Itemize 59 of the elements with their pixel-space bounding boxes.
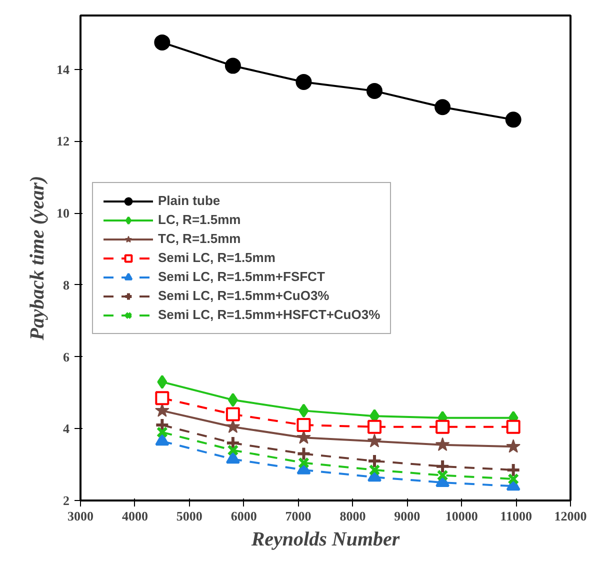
x-tick-label: 8000 [340, 508, 366, 524]
legend-label: Semi LC, R=1.5mm+FSFCT [158, 268, 325, 284]
point [296, 74, 312, 90]
point [506, 462, 521, 478]
point [156, 426, 168, 438]
point [435, 458, 450, 474]
point [368, 420, 382, 434]
legend-label: Plain tube [158, 192, 220, 208]
legend-label: TC, R=1.5mm [158, 230, 241, 246]
x-tick-label: 4000 [122, 508, 148, 524]
legend-label: LC, R=1.5mm [158, 212, 241, 228]
legend-label: Semi LC, R=1.5mm+CuO3% [158, 288, 330, 304]
x-tick-label: 7000 [285, 508, 312, 524]
y-tick-label: 10 [56, 206, 70, 221]
point [436, 420, 450, 434]
legend-label: Semi LC, R=1.5mm+HSFCT+CuO3% [158, 306, 380, 322]
point [155, 403, 170, 417]
point [157, 374, 168, 389]
point [226, 419, 240, 434]
y-tick-label: 14 [56, 62, 70, 77]
x-tick-label: 10000 [445, 508, 478, 524]
x-tick-label: 12000 [554, 508, 587, 524]
point [224, 58, 241, 74]
point [155, 433, 170, 446]
point [296, 430, 311, 444]
y-axis-title: Payback time (year) [26, 176, 48, 342]
x-tick-label: 5000 [176, 508, 202, 524]
y-tick-label: 2 [63, 493, 70, 508]
point [436, 470, 448, 482]
point [435, 437, 450, 451]
y-tick-label: 6 [63, 349, 70, 364]
point [155, 391, 170, 406]
x-axis-title: Reynolds Number [250, 528, 400, 550]
point [226, 451, 240, 464]
point [298, 404, 309, 418]
y-tick-label: 8 [63, 277, 70, 292]
point [506, 439, 520, 453]
point [226, 407, 240, 422]
x-tick-label: 11000 [500, 508, 532, 524]
point [296, 418, 311, 432]
x-tick-label: 6000 [230, 508, 257, 524]
point [505, 112, 522, 128]
point [367, 434, 382, 448]
point [227, 444, 239, 456]
point [368, 464, 380, 476]
y-tick-label: 12 [56, 134, 70, 149]
y-tick-label: 4 [63, 421, 70, 436]
point [506, 420, 520, 434]
point [367, 453, 382, 468]
point [296, 446, 312, 462]
point [154, 34, 170, 50]
point [434, 99, 451, 116]
x-tick-label: 9000 [394, 508, 420, 524]
point [366, 82, 382, 99]
x-tick-label: 3000 [68, 508, 94, 524]
point [508, 473, 520, 485]
legend-label: Semi LC, R=1.5mm [158, 250, 276, 266]
point [228, 392, 238, 407]
point [298, 457, 310, 469]
